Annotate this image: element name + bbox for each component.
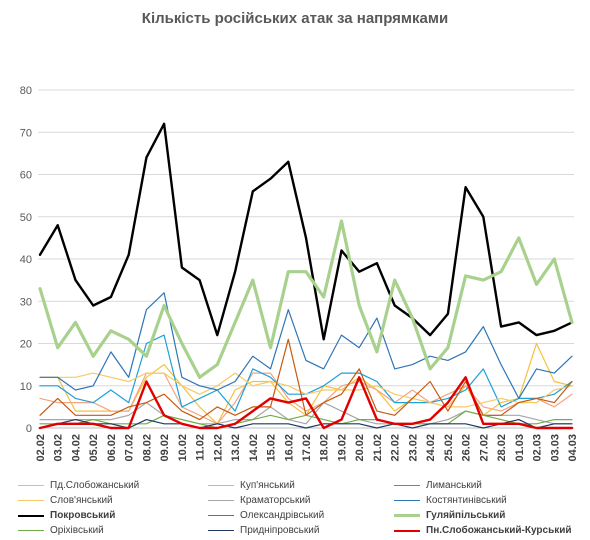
x-tick-label: 03.02 (53, 434, 65, 462)
legend-item: Оріхівський (18, 523, 104, 538)
x-tick-label: 28.02 (496, 434, 508, 462)
x-tick-label: 05.02 (88, 434, 100, 462)
legend-label: Краматорський (240, 495, 311, 506)
legend-label: Костянтинівський (426, 495, 507, 506)
y-tick-label: 80 (20, 85, 32, 97)
legend-item: Пн.Слобожанський-Курський (394, 523, 572, 538)
legend-item: Куп'янський (208, 478, 295, 493)
legend-swatch (208, 515, 234, 516)
x-tick-label: 03.03 (549, 434, 561, 462)
legend-swatch (18, 530, 44, 531)
legend-item: Краматорський (208, 493, 311, 508)
series-line (38, 219, 574, 379)
legend-label: Куп'янський (240, 480, 295, 491)
legend-swatch (18, 485, 44, 486)
x-tick-label: 24.02 (425, 434, 437, 462)
chart-title: Кількість російських атак за напрямками (141, 10, 449, 27)
legend-swatch (394, 500, 420, 501)
legend-label: Оріхівський (50, 525, 104, 536)
x-tick-label: 15.02 (266, 434, 278, 462)
x-tick-label: 20.02 (354, 434, 366, 462)
x-tick-label: 27.02 (478, 434, 490, 462)
x-tick-label: 10.02 (177, 434, 189, 462)
line-chart: 0 10 20 30 40 50 60 70 80 02.02 03.02 04.02 05.02 06.… (20, 85, 579, 462)
legend-label: Пд.Слобожанський (50, 480, 140, 491)
legend-swatch (18, 514, 44, 517)
legend-item: Олександрівський (208, 508, 324, 523)
x-tick-label: 11.02 (195, 434, 207, 461)
x-tick-label: 06.02 (106, 434, 118, 462)
legend-item: Придніпровський (208, 523, 319, 538)
legend-swatch (394, 514, 420, 517)
legend-label: Гуляйпільський (426, 510, 506, 521)
x-tick-label: 04.03 (567, 434, 579, 462)
y-tick-label: 40 (20, 254, 32, 266)
x-tick-label: 13.02 (230, 434, 242, 462)
x-tick-label: 22.02 (390, 434, 402, 462)
x-tick-label: 23.02 (407, 434, 419, 462)
series-line (38, 376, 574, 430)
legend-label: Придніпровський (240, 525, 320, 536)
x-tick-label: 12.02 (212, 434, 224, 462)
legend-label: Олександрівський (240, 510, 325, 521)
legend-swatch (394, 485, 420, 486)
y-tick-label: 10 (20, 381, 32, 393)
x-tick-label: 17.02 (301, 434, 313, 462)
legend-item: Слов'янський (18, 493, 113, 508)
legend-swatch (208, 485, 234, 486)
legend-item: Костянтинівський (394, 493, 507, 508)
x-tick-label: 07.02 (124, 434, 136, 462)
x-tick-label: 09.02 (159, 434, 171, 462)
legend-item: Пд.Слобожанський (18, 478, 139, 493)
x-tick-label: 26.02 (461, 434, 473, 462)
x-tick-label: 01.03 (514, 434, 526, 462)
legend-swatch (18, 500, 44, 501)
y-tick-label: 50 (20, 212, 32, 224)
y-tick-label: 30 (20, 296, 32, 308)
x-tick-label: 04.02 (70, 434, 82, 462)
legend-swatch (208, 530, 234, 531)
series-line (38, 122, 574, 341)
y-tick-label: 20 (20, 339, 32, 351)
x-tick-label: 16.02 (283, 434, 295, 462)
x-tick-label: 18.02 (319, 434, 331, 462)
series-line (39, 372, 573, 425)
x-tick-label: 02.03 (532, 434, 544, 462)
x-tick-label: 08.02 (141, 434, 153, 462)
series-line (39, 410, 573, 429)
legend-label: Слов'янський (50, 495, 113, 506)
series-line (39, 292, 573, 399)
legend-swatch (208, 500, 234, 501)
x-tick-label: 21.02 (372, 434, 384, 462)
x-tick-label: 25.02 (443, 434, 455, 462)
y-tick-label: 0 (26, 423, 32, 435)
legend-label: Покровський (50, 510, 116, 521)
y-tick-label: 70 (20, 127, 32, 139)
legend-label: Пн.Слобожанський-Курський (426, 525, 572, 536)
legend-item: Гуляйпільський (394, 508, 505, 523)
x-tick-label: 19.02 (336, 434, 348, 462)
legend-item: Лиманський (394, 478, 482, 493)
legend-swatch (394, 529, 420, 532)
x-tick-label: 02.02 (35, 434, 47, 462)
series-line (39, 372, 573, 408)
y-tick-label: 60 (20, 170, 32, 182)
legend-item: Покровський (18, 508, 115, 523)
legend-label: Лиманський (426, 480, 482, 491)
x-tick-label: 14.02 (248, 434, 260, 462)
